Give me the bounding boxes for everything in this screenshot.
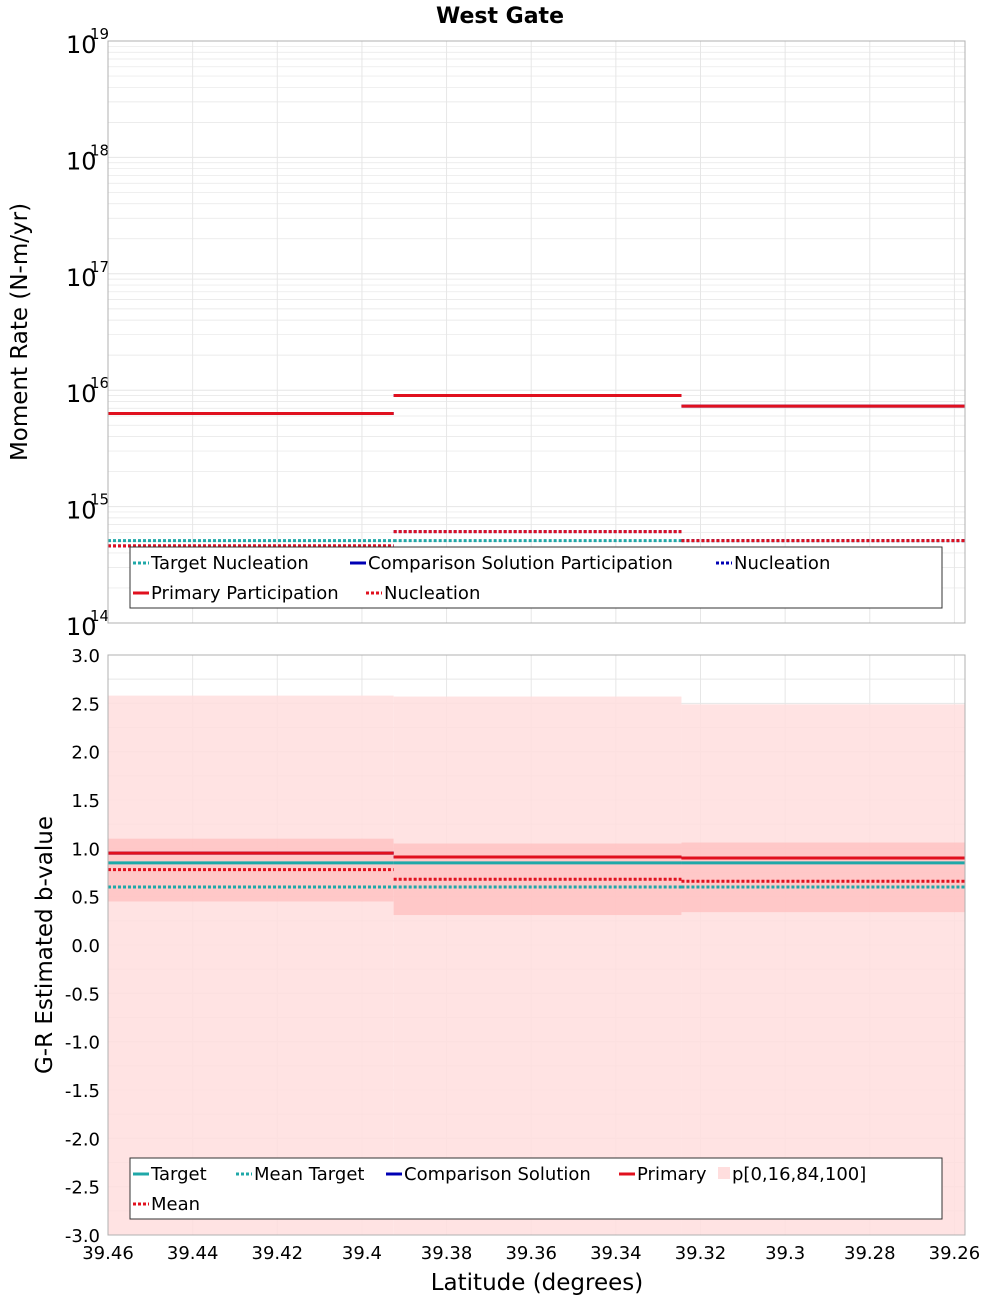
y-tick-label: 2.0 bbox=[71, 743, 100, 764]
y-tick-label: 2.5 bbox=[71, 694, 100, 715]
y-tick-label: 1.5 bbox=[71, 791, 100, 812]
y-tick-label: -1.5 bbox=[65, 1081, 100, 1102]
y-tick-label-exponent: 15 bbox=[90, 491, 109, 509]
y-tick-label-base: 10 bbox=[66, 264, 97, 292]
x-tick-label: 39.3 bbox=[765, 1243, 805, 1264]
y-tick-label-exponent: 16 bbox=[90, 374, 109, 392]
x-tick-label: 39.28 bbox=[844, 1243, 896, 1264]
x-tick-label: 39.38 bbox=[421, 1243, 473, 1264]
y-axis-label: G-R Estimated b-value bbox=[32, 816, 58, 1074]
band-outer bbox=[393, 696, 682, 1235]
band-inner bbox=[681, 842, 965, 913]
x-tick-label: 39.26 bbox=[929, 1243, 981, 1264]
y-tick-label: 0.5 bbox=[71, 888, 100, 909]
y-tick-label-exponent: 14 bbox=[90, 607, 109, 625]
x-tick-label: 39.4 bbox=[342, 1243, 382, 1264]
legend-label: Nucleation bbox=[734, 553, 830, 574]
x-tick-label: 39.34 bbox=[590, 1243, 642, 1264]
y-tick-label-base: 10 bbox=[66, 497, 97, 525]
y-tick-label: -2.5 bbox=[65, 1178, 100, 1199]
legend-label: Mean Target bbox=[254, 1164, 364, 1185]
x-tick-label: 39.32 bbox=[675, 1243, 727, 1264]
legend-label: Primary Participation bbox=[151, 583, 339, 604]
legend-label: Target Nucleation bbox=[150, 553, 309, 574]
legend-label: p[0,16,84,100] bbox=[732, 1164, 866, 1185]
legend-label: Nucleation bbox=[384, 583, 480, 604]
legend-label: Comparison Solution Participation bbox=[368, 553, 673, 574]
legend-label: Target bbox=[150, 1164, 207, 1185]
legend-label: Mean bbox=[151, 1194, 200, 1215]
y-tick-label-base: 10 bbox=[66, 613, 97, 641]
y-tick-label: 1.0 bbox=[71, 839, 100, 860]
legend-box bbox=[129, 546, 943, 609]
y-tick-label-exponent: 17 bbox=[90, 258, 109, 276]
y-tick-label-base: 10 bbox=[66, 31, 97, 59]
plot-background bbox=[108, 41, 965, 623]
b-value-panel: -3.0 -2.5 -2.0 -1.5 -1.0 -0.5 0.0 0.5 1.0 1.5 2.0 2… bbox=[32, 646, 980, 1296]
y-tick-label-exponent: 18 bbox=[90, 141, 109, 159]
legend-label: Comparison Solution bbox=[404, 1164, 591, 1185]
legend-label: Primary bbox=[637, 1164, 707, 1185]
chart-title: West Gate bbox=[436, 4, 564, 29]
y-tick-label: 3.0 bbox=[71, 646, 100, 667]
x-axis-label: Latitude (degrees) bbox=[431, 1270, 644, 1296]
band-inner bbox=[393, 843, 682, 916]
band-outer bbox=[108, 695, 394, 1235]
x-tick-label: 39.46 bbox=[82, 1243, 134, 1264]
legend-swatch bbox=[718, 1167, 730, 1179]
y-tick-label: 0.0 bbox=[71, 936, 100, 957]
y-tick-label: -0.5 bbox=[65, 984, 100, 1005]
y-tick-label-base: 10 bbox=[66, 380, 97, 408]
y-tick-label: -2.0 bbox=[65, 1129, 100, 1150]
x-tick-label: 39.44 bbox=[167, 1243, 219, 1264]
y-tick-label: -3.0 bbox=[65, 1226, 100, 1247]
y-tick-label-base: 10 bbox=[66, 147, 97, 175]
band-outer bbox=[681, 704, 965, 1235]
x-tick-label: 39.42 bbox=[252, 1243, 304, 1264]
y-axis-label: Moment Rate (N-m/yr) bbox=[7, 203, 33, 461]
y-tick-label-exponent: 19 bbox=[90, 25, 109, 43]
plot-frame bbox=[107, 654, 966, 1236]
plot-frame bbox=[107, 40, 966, 624]
x-tick-label: 39.36 bbox=[505, 1243, 557, 1264]
y-tick-label: -1.0 bbox=[65, 1033, 100, 1054]
legend-box bbox=[129, 1157, 943, 1220]
